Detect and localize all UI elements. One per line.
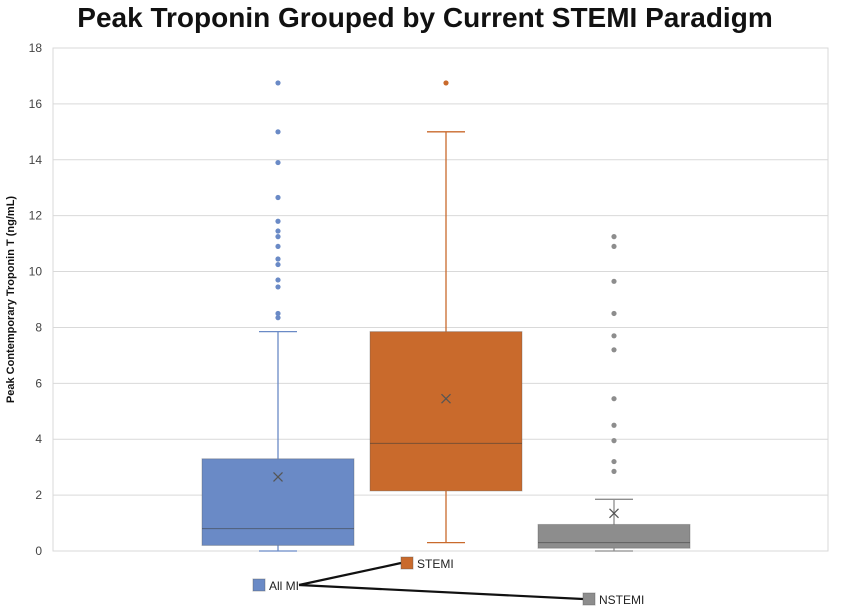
outlier-point (443, 80, 449, 86)
mean-marker (609, 508, 619, 519)
legend-swatch (582, 592, 596, 606)
mean-marker (441, 393, 451, 404)
y-tick-label: 0 (35, 544, 42, 558)
chart-title: Peak Troponin Grouped by Current STEMI P… (77, 2, 773, 33)
outlier-point (611, 243, 617, 250)
legend-connector (298, 561, 402, 587)
legend-connector (298, 583, 584, 601)
outlier-point (611, 422, 617, 428)
outlier-point (611, 458, 617, 465)
outlier-point (611, 333, 617, 339)
y-tick-label: 14 (29, 153, 43, 167)
y-tick-label: 8 (35, 320, 42, 334)
y-tick-label: 10 (29, 265, 43, 279)
y-axis-title: Peak Contemporary Troponin T (ng/mL) (5, 196, 17, 404)
gridlines (52, 47, 829, 552)
y-axis-ticks: 0 2 4 6 8 10 12 14 16 18 (29, 41, 43, 558)
outlier-point (611, 278, 617, 284)
outlier-point (275, 315, 281, 321)
y-tick-label: 16 (29, 97, 43, 111)
outlier-point (611, 396, 617, 402)
outlier-point (275, 80, 281, 86)
y-tick-label: 12 (29, 209, 43, 223)
outlier-point (611, 468, 617, 474)
box-body (537, 523, 691, 549)
box-body (201, 458, 355, 546)
legend-item-stemi: STEMI (400, 556, 454, 571)
outlier-point (611, 310, 617, 317)
box-stemi (369, 80, 523, 544)
outlier-point (275, 256, 281, 262)
outlier-point (275, 261, 281, 268)
legend-item-nstemi: NSTEMI (582, 592, 644, 607)
outlier-point (275, 243, 281, 250)
outlier-point (611, 438, 617, 444)
y-tick-label: 6 (35, 376, 42, 390)
legend-item-all-mi: All MI (252, 578, 299, 593)
y-tick-label: 4 (35, 432, 42, 446)
mean-marker (273, 472, 283, 482)
outlier-point (275, 129, 281, 135)
legend-label: STEMI (417, 557, 454, 571)
legend: STEMI All MI NSTEMI (252, 556, 644, 607)
outlier-point (275, 159, 281, 166)
box-all-mi (201, 80, 355, 552)
legend-label: NSTEMI (599, 593, 644, 607)
outlier-point (275, 284, 281, 290)
outlier-point (275, 218, 281, 224)
outlier-point (275, 277, 281, 283)
legend-swatch (252, 578, 266, 592)
outlier-point (275, 228, 281, 234)
outlier-point (611, 234, 617, 240)
y-tick-label: 18 (29, 41, 43, 55)
outlier-point (275, 234, 281, 240)
boxes (201, 80, 691, 552)
y-tick-label: 2 (35, 488, 42, 502)
legend-label: All MI (269, 579, 299, 593)
legend-swatch (400, 556, 414, 570)
outlier-point (275, 310, 281, 317)
box-body (369, 331, 523, 492)
outlier-point (275, 194, 281, 201)
outlier-point (611, 347, 617, 353)
box-nstemi (537, 234, 691, 552)
